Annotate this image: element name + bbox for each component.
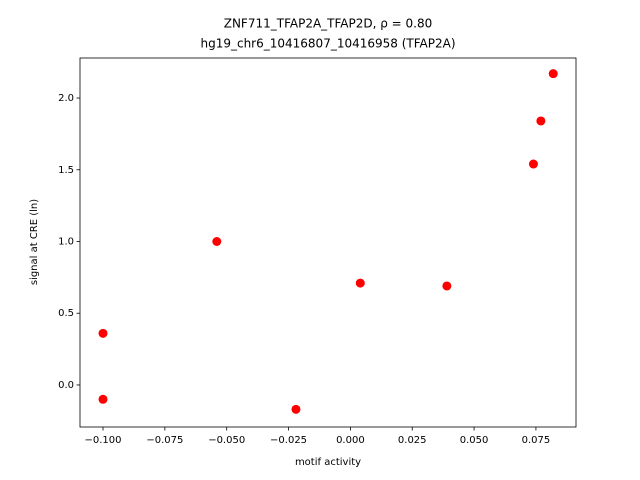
x-tick-label: 0.050 <box>460 435 489 446</box>
x-tick-label: −0.050 <box>208 435 245 446</box>
y-tick-label: 2.0 <box>58 93 74 104</box>
point <box>548 69 558 79</box>
x-tick-label: −0.075 <box>146 435 183 446</box>
x-axis-label: motif activity <box>295 457 361 468</box>
point <box>98 328 108 338</box>
point <box>528 159 538 169</box>
point <box>98 394 108 404</box>
point <box>355 278 365 288</box>
y-axis-label: signal at CRE (ln) <box>29 199 40 285</box>
x-tick-label: 0.000 <box>336 435 365 446</box>
point <box>536 116 546 126</box>
x-tick-label: −0.025 <box>270 435 307 446</box>
x-tick-label: 0.075 <box>522 435 551 446</box>
y-tick-label: 0.0 <box>58 380 74 391</box>
y-tick-label: 1.5 <box>58 165 74 176</box>
y-tick-label: 1.0 <box>58 236 74 247</box>
chart-title: ZNF711_TFAP2A_TFAP2D, ρ = 0.80 <box>224 17 433 31</box>
plot-frame <box>79 57 577 428</box>
point <box>442 281 452 291</box>
point <box>212 236 222 246</box>
x-tick-label: −0.100 <box>84 435 121 446</box>
point <box>291 404 301 414</box>
x-tick-label: 0.025 <box>398 435 427 446</box>
y-tick-label: 0.5 <box>58 308 74 319</box>
chart-subtitle: hg19_chr6_10416807_10416958 (TFAP2A) <box>200 37 455 51</box>
